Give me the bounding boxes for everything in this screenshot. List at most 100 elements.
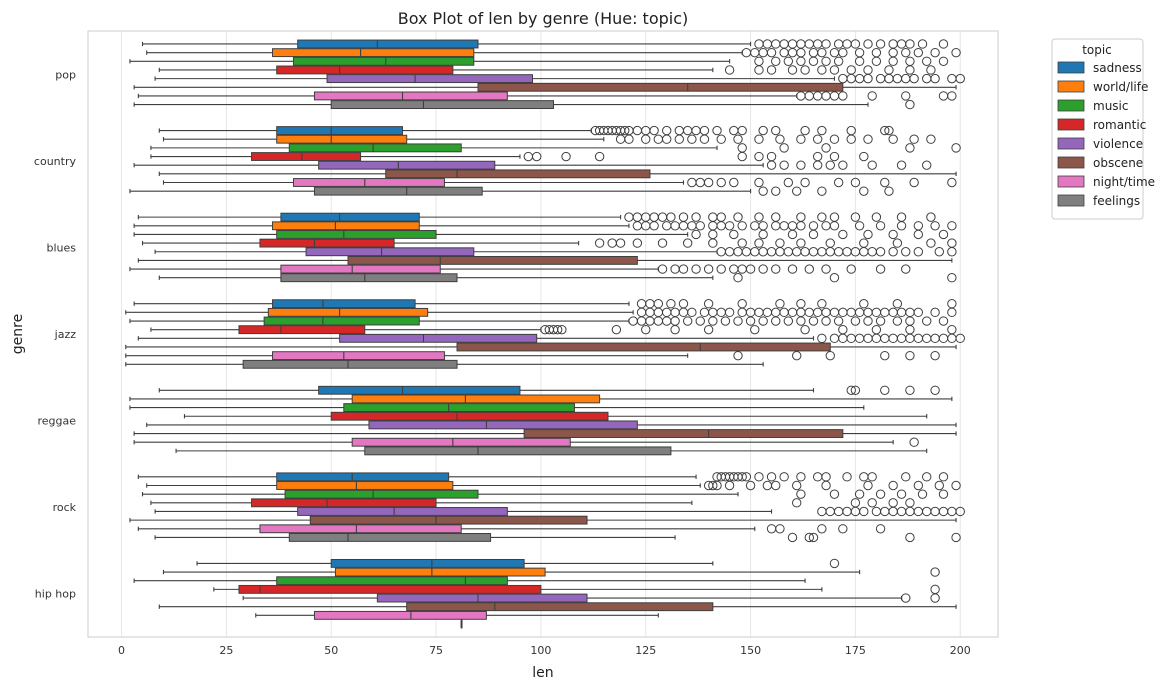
flier-blues-world-life-26 — [947, 221, 957, 231]
flier-pop-music-9 — [888, 56, 898, 66]
flier-country-violence-8 — [922, 160, 932, 170]
x-tick-label-25: 25 — [219, 644, 233, 657]
flier-blues-music-10 — [938, 229, 949, 240]
box-country-sadness — [158, 125, 894, 136]
box-body-blues-romantic — [259, 238, 395, 248]
flier-pop-sadness-17 — [917, 39, 928, 49]
box-body-blues-music — [276, 230, 437, 239]
flier-country-night-time-3 — [716, 177, 726, 188]
flier-rock-feelings-0 — [787, 532, 798, 543]
flier-blues-sadness-11 — [754, 212, 764, 222]
flier-country-world-life-5 — [674, 134, 684, 144]
flier-blues-world-life-10 — [724, 221, 735, 231]
flier-blues-violence-23 — [934, 247, 944, 257]
x-tick-label-150: 150 — [740, 644, 761, 657]
flier-rock-music-0 — [796, 489, 806, 499]
flier-rock-sadness-9 — [766, 472, 777, 482]
flier-jazz-romantic-9 — [750, 324, 760, 335]
box-rock-night-time — [137, 524, 886, 534]
x-tick-label-175: 175 — [845, 644, 866, 657]
flier-jazz-romantic-5 — [611, 324, 622, 335]
flier-country-sadness-19 — [737, 125, 747, 136]
flier-country-world-life-6 — [687, 134, 697, 144]
flier-pop-romantic-5 — [817, 65, 827, 75]
box-body-reggae-sadness — [318, 385, 521, 395]
box-body-hip-hop-world-life — [334, 567, 546, 577]
legend-label-feelings: feelings — [1093, 194, 1140, 208]
flier-blues-violence-21 — [901, 247, 911, 257]
flier-blues-night-time-0 — [657, 264, 668, 274]
box-body-jazz-violence — [339, 333, 538, 343]
flier-country-world-life-14 — [829, 134, 840, 144]
y-tick-label-reggae: reggae — [37, 415, 76, 428]
flier-pop-sadness-16 — [905, 39, 915, 49]
legend-swatch-sadness — [1057, 61, 1085, 74]
flier-pop-music-4 — [808, 56, 819, 66]
flier-country-romantic-2 — [561, 151, 571, 162]
flier-reggae-sadness-1 — [850, 385, 861, 395]
flier-country-feelings-2 — [792, 186, 802, 196]
flier-hip-hop-world-life-0 — [930, 567, 940, 577]
flier-blues-music-3 — [758, 229, 768, 240]
flier-blues-romantic-13 — [892, 238, 903, 248]
box-body-rock-feelings — [288, 533, 492, 542]
flier-pop-sadness-13 — [875, 39, 886, 49]
box-pop-obscene — [133, 82, 957, 92]
flier-blues-sadness-10 — [733, 212, 743, 222]
flier-rock-night-time-4 — [875, 524, 886, 534]
flier-blues-music-2 — [729, 229, 739, 240]
flier-rock-music-1 — [829, 489, 840, 499]
flier-jazz-violence-0 — [817, 333, 827, 344]
legend-title: topic — [1082, 43, 1112, 57]
flier-blues-romantic-4 — [657, 238, 668, 248]
y-tick-label-country: country — [34, 155, 77, 168]
x-tick-label-75: 75 — [429, 644, 443, 657]
flier-country-violence-5 — [838, 160, 848, 170]
box-group — [125, 39, 965, 629]
flier-reggae-sadness-3 — [905, 385, 915, 395]
flier-country-world-life-12 — [796, 134, 806, 144]
box-body-rock-romantic — [251, 498, 437, 508]
flier-pop-night-time-5 — [838, 91, 848, 101]
flier-rock-night-time-3 — [838, 524, 848, 534]
flier-country-world-life-1 — [624, 134, 634, 144]
box-body-hip-hop-night-time — [313, 610, 487, 620]
box-country-night-time — [162, 177, 957, 188]
flier-jazz-music-13 — [771, 316, 781, 326]
flier-blues-world-life-2 — [649, 221, 659, 231]
flier-blues-romantic-5 — [682, 238, 693, 248]
flier-reggae-sadness-2 — [880, 385, 890, 395]
flier-rock-night-time-2 — [817, 524, 827, 534]
box-body-country-obscene — [385, 169, 651, 179]
box-jazz-feelings — [125, 359, 764, 369]
x-axis-title: len — [532, 665, 553, 681]
flier-jazz-world-life-10 — [724, 307, 735, 318]
box-reggae-violence — [146, 420, 957, 430]
y-tick-label-rock: rock — [53, 501, 77, 514]
flier-country-violence-2 — [796, 160, 806, 170]
flier-blues-world-life-17 — [796, 221, 806, 231]
flier-country-world-life-7 — [699, 134, 710, 144]
box-body-blues-violence — [305, 247, 475, 257]
flier-country-night-time-8 — [833, 177, 844, 188]
flier-country-sadness-17 — [712, 125, 722, 136]
legend-items: sadness world/life music romantic violence ob… — [1057, 61, 1155, 208]
box-country-world-life — [162, 134, 936, 144]
flier-blues-night-time-4 — [703, 264, 714, 274]
flier-country-night-time-11 — [909, 177, 919, 188]
box-body-hip-hop-romantic — [238, 584, 542, 594]
flier-country-night-time-5 — [754, 177, 764, 188]
flier-blues-night-time-13 — [821, 264, 831, 274]
chart-title: Box Plot of len by genre (Hue: topic) — [398, 9, 689, 28]
box-pop-music — [129, 56, 949, 66]
flier-pop-music-8 — [871, 56, 882, 66]
flier-pop-music-5 — [821, 56, 831, 66]
flier-rock-world-life-2 — [712, 480, 722, 491]
box-country-music — [150, 143, 961, 153]
box-jazz-sadness — [133, 299, 957, 309]
box-body-pop-music — [292, 56, 475, 66]
flier-rock-romantic-2 — [867, 498, 877, 508]
flier-pop-violence-12 — [955, 73, 965, 84]
flier-pop-romantic-10 — [905, 65, 915, 75]
